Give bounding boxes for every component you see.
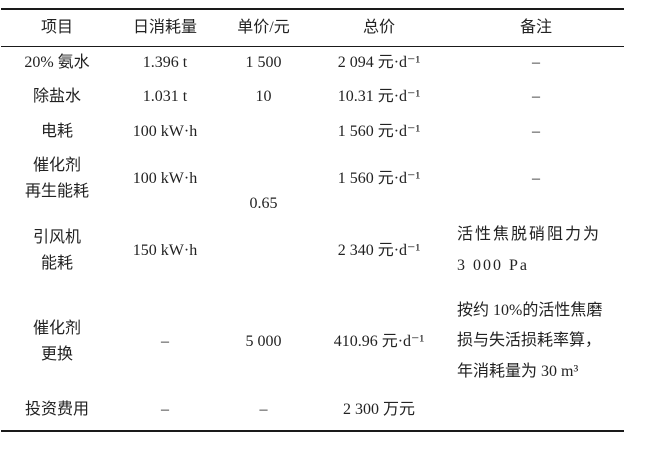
cell-total-price: 2 094 元·d⁻¹ <box>337 54 421 72</box>
cell-item: 催化剂 再生能耗 <box>24 157 89 200</box>
cell-daily-consumption: 150 kW·h <box>132 241 198 259</box>
cell-item: 投资费用 <box>24 401 89 419</box>
column-header-unit-price: 单价/元 <box>237 18 290 36</box>
cell-remarks <box>448 390 624 431</box>
cell-unit-price: 10 <box>255 88 272 106</box>
cell-unit-price: 5 000 <box>245 332 282 350</box>
table-row: 投资费用 – – 2 300 万元 <box>1 390 624 431</box>
cell-item: 20% 氨水 <box>24 54 90 72</box>
cell-remarks: – <box>532 54 540 72</box>
operating-cost-table: 项目 日消耗量 单价/元 总价 备注 20% 氨水 1.396 t 1 500 … <box>1 8 624 432</box>
table-row: 催化剂 更换 – 5 000 410.96 元·d⁻¹ 按约 10%的活性焦磨 … <box>1 293 624 390</box>
cell-daily-consumption: 1.031 t <box>142 88 188 106</box>
header-row: 项目 日消耗量 单价/元 总价 备注 <box>1 9 624 46</box>
table-row: 除盐水 1.031 t 10 10.31 元·d⁻¹ – <box>1 80 624 114</box>
cell-total-price: 410.96 元·d⁻¹ <box>333 332 425 350</box>
cell-remarks: – <box>532 123 540 141</box>
cell-item: 催化剂 更换 <box>32 319 81 363</box>
table-row: 20% 氨水 1.396 t 1 500 2 094 元·d⁻¹ – <box>1 46 624 80</box>
cell-remarks: 活性焦脱硝阻力为 3 000 Pa <box>457 226 602 274</box>
cell-daily-consumption: – <box>161 401 169 419</box>
cell-unit-price: 1 500 <box>245 54 282 72</box>
cell-daily-consumption: 100 kW·h <box>132 123 198 141</box>
cell-daily-consumption: 1.396 t <box>142 54 188 72</box>
table-row: 电耗 100 kW·h 0.65 1 560 元·d⁻¹ – <box>1 114 624 212</box>
table-row: 引风机 能耗 150 kW·h 2 340 元·d⁻¹ 活性焦脱硝阻力为 3 0… <box>1 208 624 293</box>
cell-total-price: 2 300 万元 <box>342 401 415 419</box>
cell-item: 引风机 能耗 <box>32 228 81 272</box>
table-row: 催化剂 再生能耗 100 kW·h 1 560 元·d⁻¹ – <box>1 150 624 208</box>
cell-item: 电耗 <box>40 123 73 141</box>
cell-total-price: 1 560 元·d⁻¹ <box>337 170 421 188</box>
cell-total-price: 10.31 元·d⁻¹ <box>337 88 421 106</box>
cell-item: 除盐水 <box>32 88 81 106</box>
cell-daily-consumption: – <box>161 332 169 350</box>
column-header-total-price: 总价 <box>362 18 395 36</box>
cell-remarks: – <box>532 170 540 188</box>
cell-unit-price: – <box>259 401 268 419</box>
column-header-daily-consumption: 日消耗量 <box>132 18 197 36</box>
column-header-remarks: 备注 <box>519 18 552 36</box>
cell-remarks: 按约 10%的活性焦磨 损与失活损耗率算， 年消耗量为 30 m³ <box>457 301 603 380</box>
cell-daily-consumption: 100 kW·h <box>132 170 198 188</box>
cell-remarks: – <box>532 88 540 106</box>
cell-total-price: 1 560 元·d⁻¹ <box>337 123 421 141</box>
cell-unit-price-merged: 0.65 <box>249 194 278 212</box>
cell-total-price: 2 340 元·d⁻¹ <box>337 241 421 259</box>
column-header-item: 项目 <box>40 18 73 36</box>
